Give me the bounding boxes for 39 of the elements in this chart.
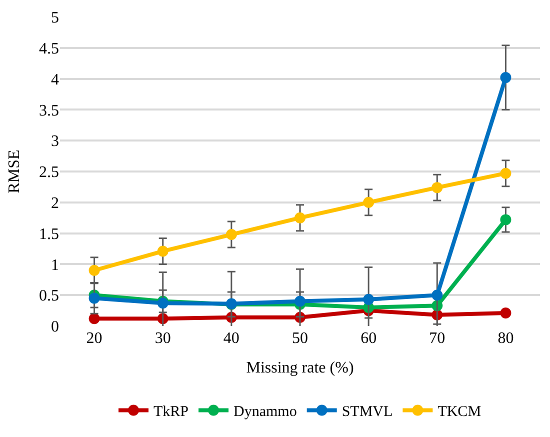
point (500, 168, 512, 179)
legend-label: TkRP (154, 404, 189, 420)
y-tick-label: 0 (51, 318, 59, 336)
y-tick-label: 0.5 (39, 288, 59, 305)
point (432, 182, 443, 194)
x-tick-label: 50 (292, 330, 308, 347)
y-tick-label: 2 (51, 195, 59, 212)
x-tick-label: 70 (429, 330, 446, 347)
point (226, 229, 237, 240)
y-tick-label: 1.5 (39, 226, 59, 243)
point (88, 292, 100, 304)
point (363, 196, 374, 208)
x-axis-title: Missing rate (%) (246, 360, 354, 377)
legend-label: Dynammo (234, 404, 297, 420)
point (432, 290, 443, 301)
legend-label: TKCM (438, 404, 482, 420)
y-tick-label: 2.5 (39, 164, 59, 182)
legend-label: STMVL (342, 404, 393, 420)
x-tick-label: 80 (498, 330, 514, 347)
y-tick-label: 1 (51, 256, 59, 274)
x-tick-label: 40 (223, 330, 240, 347)
y-tick-label: 4 (51, 71, 59, 88)
y-tick-label: 3.5 (39, 102, 59, 120)
y-tick-label: 5 (51, 10, 59, 27)
x-tick-label: 30 (154, 330, 171, 347)
point (500, 308, 512, 319)
point (88, 264, 100, 276)
point (363, 294, 374, 305)
point (88, 313, 100, 324)
point (500, 72, 512, 84)
x-tick-label: 60 (360, 330, 377, 347)
point (500, 214, 512, 226)
x-tick-label: 20 (86, 330, 102, 347)
point (294, 296, 306, 307)
point (294, 212, 306, 224)
y-axis-title: RMSE (6, 150, 23, 194)
point (157, 246, 168, 257)
y-tick-label: 3 (51, 133, 59, 150)
y-tick-label: 4.5 (39, 40, 59, 58)
